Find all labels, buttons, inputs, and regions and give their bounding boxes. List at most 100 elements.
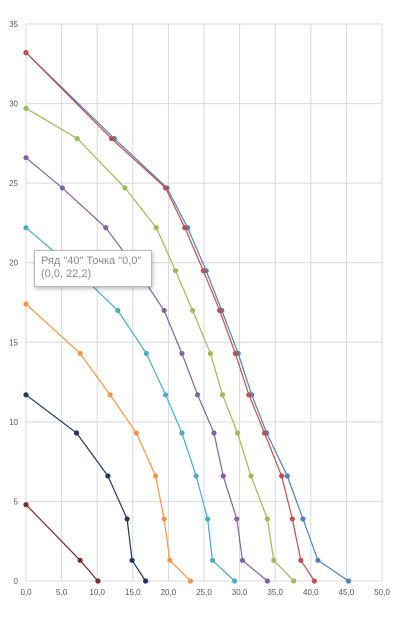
x-tick-label: 10,0 <box>89 588 105 597</box>
data-point[interactable] <box>115 307 121 314</box>
x-tick-label: 25,0 <box>196 588 212 597</box>
x-tick-label: 50,0 <box>374 588 390 597</box>
data-point[interactable] <box>315 557 321 563</box>
data-point[interactable] <box>217 307 223 314</box>
series-line <box>25 227 236 582</box>
axis-labels: 0,0 5,0 10,0 15,0 20,0 25,0 30,0 35,0 40,0 45,0 50… <box>9 20 390 597</box>
data-point[interactable] <box>261 430 268 436</box>
data-point[interactable] <box>232 578 238 584</box>
tooltip-series-label: Ряд "40" Точка "0,0" <box>41 255 142 267</box>
y-tick-label: 0 <box>14 577 19 586</box>
data-point[interactable] <box>77 557 83 563</box>
data-point[interactable] <box>152 473 159 479</box>
x-tick-label: 45,0 <box>339 588 355 597</box>
data-point[interactable] <box>234 516 240 522</box>
x-tick-label: 30,0 <box>232 588 248 597</box>
data-point[interactable] <box>74 135 80 142</box>
series-layer <box>23 50 352 584</box>
x-tick-label: 35,0 <box>267 588 283 597</box>
data-point[interactable] <box>161 307 167 314</box>
y-tick-label: 20 <box>9 259 18 268</box>
data-point[interactable] <box>298 557 304 563</box>
data-point[interactable] <box>232 350 238 357</box>
data-point[interactable] <box>291 578 297 584</box>
data-point[interactable] <box>204 516 211 522</box>
data-point[interactable] <box>284 473 290 479</box>
series-1 <box>23 50 352 584</box>
series-2 <box>23 50 317 584</box>
data-point[interactable] <box>95 578 101 584</box>
data-point[interactable] <box>23 105 29 111</box>
data-point[interactable] <box>271 557 277 563</box>
data-point[interactable] <box>187 578 194 584</box>
data-point[interactable] <box>124 516 130 522</box>
data-point[interactable] <box>211 430 217 436</box>
data-point[interactable] <box>23 392 29 398</box>
data-point[interactable] <box>77 350 83 357</box>
data-point[interactable] <box>345 578 352 584</box>
data-point[interactable] <box>122 185 128 191</box>
data-point[interactable] <box>219 392 226 398</box>
data-point[interactable] <box>143 578 149 584</box>
data-point[interactable] <box>311 578 317 584</box>
data-point[interactable] <box>23 155 29 161</box>
series-line <box>25 107 295 582</box>
x-tick-label: 20,0 <box>161 588 177 597</box>
data-point[interactable] <box>153 225 159 231</box>
data-point[interactable] <box>23 301 29 307</box>
y-tick-label: 5 <box>14 497 19 506</box>
data-point[interactable] <box>161 516 167 522</box>
data-point[interactable] <box>234 430 241 436</box>
series-8 <box>23 502 101 584</box>
data-point[interactable] <box>220 473 226 479</box>
data-point[interactable] <box>133 430 139 436</box>
data-point[interactable] <box>162 392 169 398</box>
data-point[interactable] <box>193 473 199 479</box>
data-point[interactable] <box>23 502 29 508</box>
data-point[interactable] <box>289 516 295 522</box>
data-point[interactable] <box>179 430 185 436</box>
data-point[interactable] <box>209 557 216 563</box>
data-point[interactable] <box>105 473 111 479</box>
data-point[interactable] <box>107 392 113 398</box>
data-point[interactable] <box>248 473 254 479</box>
data-point[interactable] <box>246 392 252 398</box>
y-tick-label: 15 <box>9 338 18 347</box>
series-line <box>25 303 191 582</box>
data-point[interactable] <box>300 516 306 522</box>
data-point[interactable] <box>129 557 135 563</box>
data-point[interactable] <box>103 225 109 231</box>
data-point[interactable] <box>143 350 149 357</box>
data-point-tooltip: Ряд "40" Точка "0,0" (0,0, 22,2) <box>34 250 152 287</box>
data-point[interactable] <box>194 392 201 398</box>
x-tick-label: 5,0 <box>56 588 68 597</box>
x-tick-label: 15,0 <box>125 588 141 597</box>
series-3 <box>23 105 297 584</box>
data-point[interactable] <box>167 557 173 563</box>
data-point[interactable] <box>279 473 285 479</box>
grid-lines <box>25 23 383 582</box>
data-point[interactable] <box>23 225 29 231</box>
series-line <box>25 157 268 582</box>
data-point[interactable] <box>264 516 270 522</box>
series-4 <box>23 155 270 584</box>
data-point[interactable] <box>200 268 206 274</box>
data-point[interactable] <box>207 350 214 357</box>
data-point[interactable] <box>182 225 188 231</box>
data-point[interactable] <box>162 185 169 191</box>
data-point[interactable] <box>264 578 270 584</box>
y-tick-label: 35 <box>9 20 18 29</box>
series-6 <box>23 301 194 584</box>
data-point[interactable] <box>108 135 115 142</box>
y-tick-label: 25 <box>9 179 18 188</box>
data-point[interactable] <box>179 350 185 357</box>
data-point[interactable] <box>73 430 80 436</box>
data-point[interactable] <box>23 50 29 56</box>
data-point[interactable] <box>172 268 179 274</box>
data-point[interactable] <box>59 185 65 191</box>
y-tick-label: 30 <box>9 100 18 109</box>
data-point[interactable] <box>239 557 246 563</box>
data-point[interactable] <box>190 307 196 314</box>
